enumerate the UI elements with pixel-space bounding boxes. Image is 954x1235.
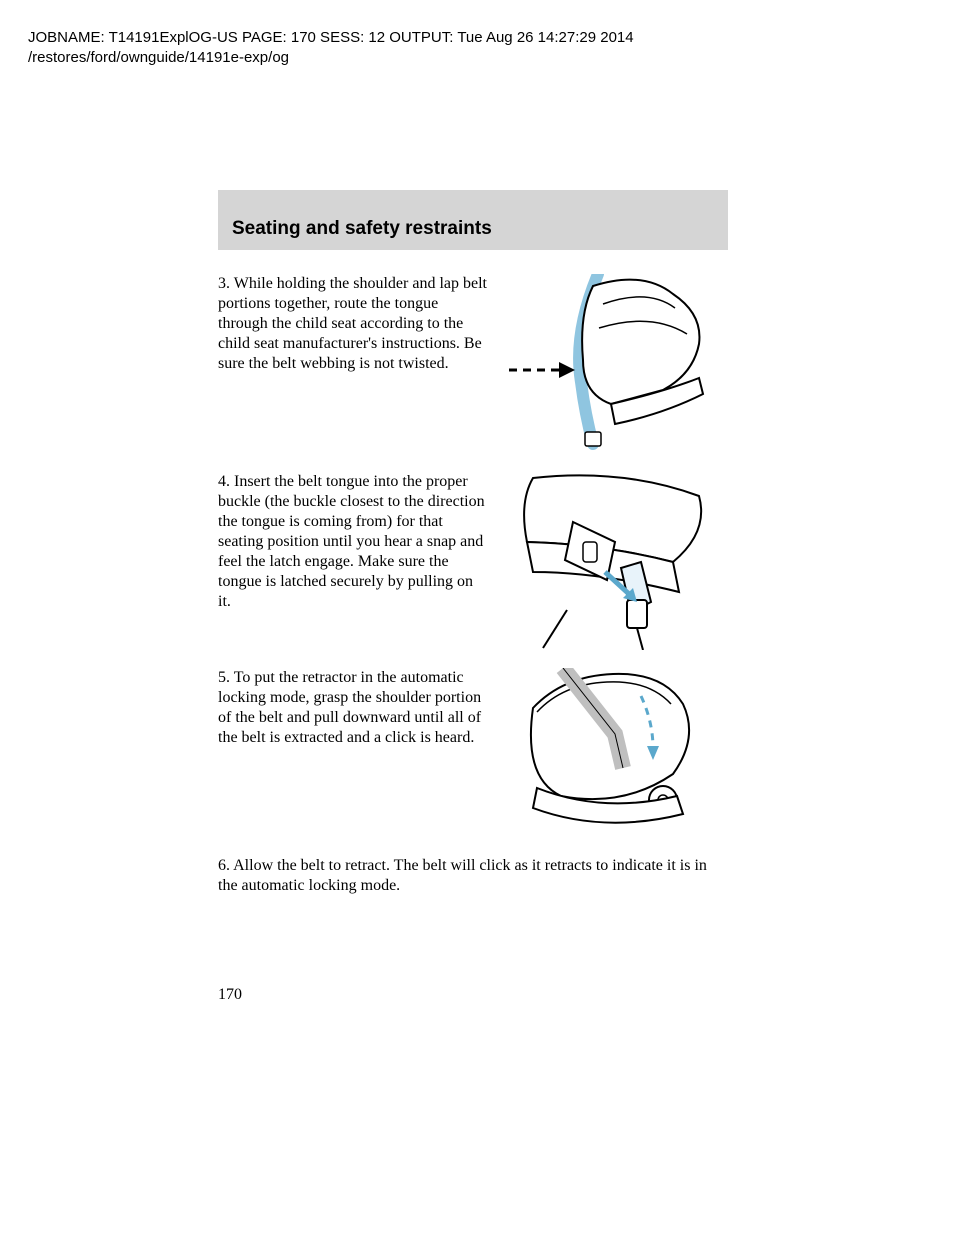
section-title: Seating and safety restraints [232,218,492,239]
retractor-pull-icon [503,668,713,838]
step-5-text: 5. To put the retractor in the automatic… [218,668,498,748]
child-seat-belt-icon [503,274,713,452]
page-number: 170 [218,986,242,1004]
step-3-row: 3. While holding the shoulder and lap be… [218,274,728,454]
print-meta: JOBNAME: T14191ExplOG-US PAGE: 170 SESS:… [28,28,634,67]
step-5-row: 5. To put the retractor in the automatic… [218,668,728,838]
page-body: Seating and safety restraints 3. While h… [218,190,728,914]
step-3-text: 3. While holding the shoulder and lap be… [218,274,498,374]
step-4-text: 4. Insert the belt tongue into the prope… [218,472,498,612]
print-meta-line1: JOBNAME: T14191ExplOG-US PAGE: 170 SESS:… [28,28,634,48]
step-5-illustration [498,668,718,838]
step-4-row: 4. Insert the belt tongue into the prope… [218,472,728,650]
step-6-text: 6. Allow the belt to retract. The belt w… [218,856,728,896]
section-title-bar: Seating and safety restraints [218,190,728,250]
step-4-illustration [498,472,718,650]
step-6-row: 6. Allow the belt to retract. The belt w… [218,856,728,896]
step-3-illustration [498,274,718,452]
print-meta-line2: /restores/ford/ownguide/14191e-exp/og [28,48,634,68]
buckle-insert-icon [503,472,713,650]
